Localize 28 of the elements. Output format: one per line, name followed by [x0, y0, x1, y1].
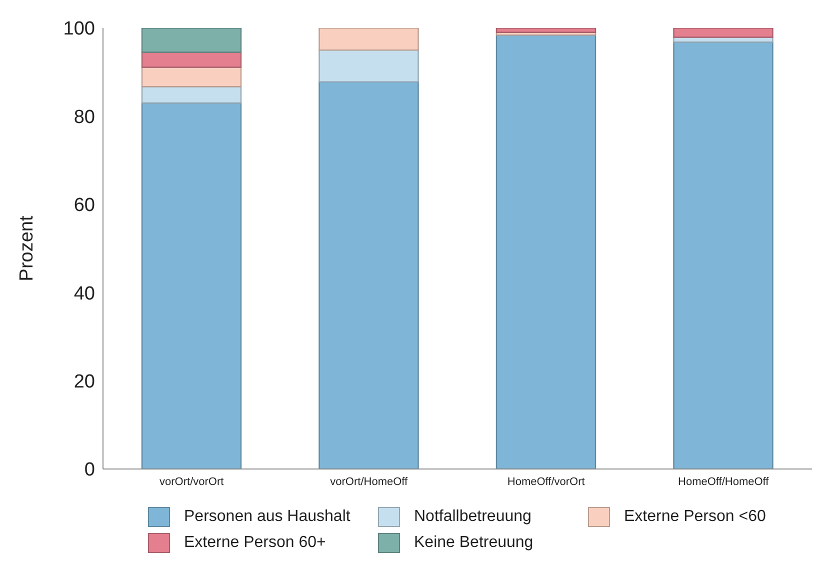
x-tick-label: HomeOff/HomeOff [678, 476, 770, 488]
legend-label: Notfallbetreuung [414, 508, 532, 526]
y-tick-label: 40 [74, 283, 95, 304]
bar [496, 34, 596, 469]
bar [496, 28, 596, 34]
legend-label: Personen aus Haushalt [184, 508, 350, 526]
y-tick-label: 0 [84, 460, 95, 481]
legend-label: Externe Person <60 [624, 508, 766, 526]
y-tick-label: 60 [74, 195, 95, 216]
bar [673, 28, 774, 38]
y-tick-label: 80 [74, 106, 95, 128]
y-tick-label: 100 [63, 18, 95, 40]
bar [141, 28, 242, 53]
bar [318, 49, 419, 82]
x-tick-label: vorOrt/HomeOff [330, 476, 409, 488]
bar [318, 28, 419, 51]
legend-label: Keine Betreuung [414, 534, 534, 552]
bar [318, 81, 419, 469]
y-axis-title: Prozent [16, 215, 38, 282]
bar [141, 52, 242, 68]
legend-label: Externe Person 60+ [184, 534, 326, 552]
bar [141, 66, 242, 88]
bar [141, 86, 242, 104]
x-tick-label: HomeOff/vorOrt [507, 476, 585, 488]
x-tick-label: vorOrt/vorOrt [160, 476, 224, 488]
y-tick-label: 20 [74, 372, 95, 393]
bar [673, 42, 774, 469]
bar [141, 102, 242, 469]
